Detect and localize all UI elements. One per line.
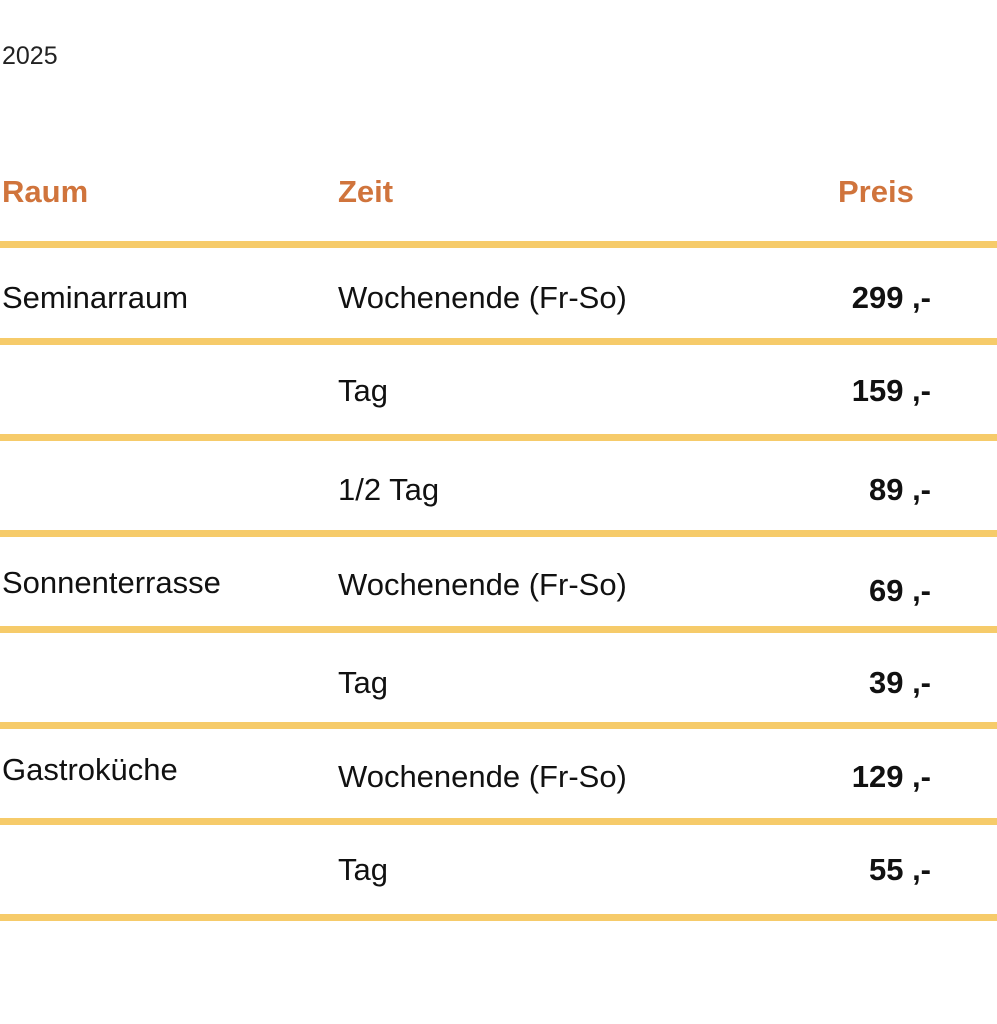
divider xyxy=(0,434,997,441)
header-zeit: Zeit xyxy=(338,174,394,209)
row-raum: Seminarraum xyxy=(2,280,189,315)
divider xyxy=(0,818,997,825)
row-zeit: 1/2 Tag xyxy=(338,472,440,507)
row-zeit: Tag xyxy=(338,665,388,700)
row-preis: 89 ,- xyxy=(868,472,931,507)
header-raum: Raum xyxy=(2,174,89,209)
row-preis: 159 ,- xyxy=(851,373,931,408)
row-preis: 69 ,- xyxy=(868,573,931,608)
year-label: 2025 xyxy=(2,42,58,70)
divider xyxy=(0,530,997,537)
row-zeit: Tag xyxy=(338,852,388,887)
divider xyxy=(0,914,997,921)
header-preis: Preis xyxy=(838,174,914,209)
divider xyxy=(0,722,997,729)
row-zeit: Wochenende (Fr-So) xyxy=(338,567,627,602)
row-preis: 299 ,- xyxy=(851,280,931,315)
row-preis: 39 ,- xyxy=(868,665,931,700)
row-zeit: Tag xyxy=(338,373,388,408)
row-zeit: Wochenende (Fr-So) xyxy=(338,759,627,794)
row-zeit: Wochenende (Fr-So) xyxy=(338,280,627,315)
row-raum: Gastroküche xyxy=(2,752,178,787)
divider xyxy=(0,338,997,345)
row-preis: 55 ,- xyxy=(868,852,931,887)
divider xyxy=(0,626,997,633)
divider xyxy=(0,241,997,248)
row-raum: Sonnenterrasse xyxy=(2,565,221,600)
row-preis: 129 ,- xyxy=(851,759,931,794)
